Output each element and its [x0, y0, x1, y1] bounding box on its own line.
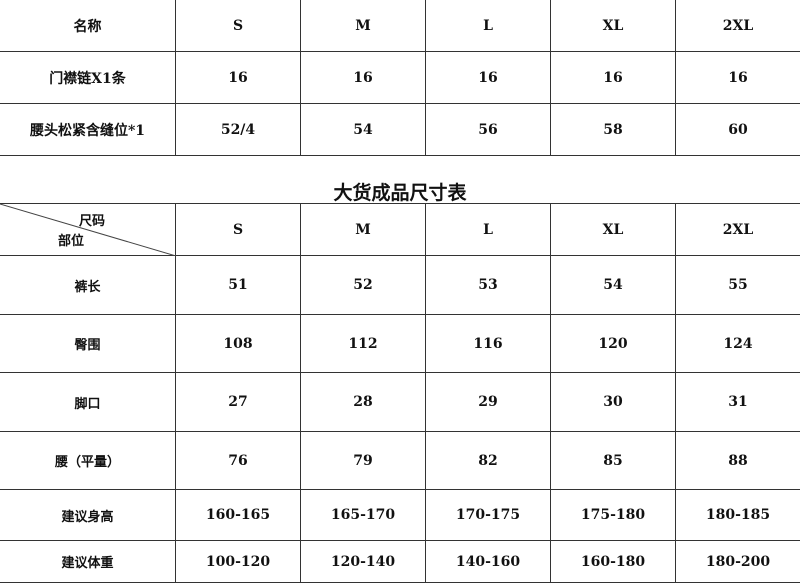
row-label: 脚口 — [0, 373, 176, 432]
value-cell: 170-175 — [426, 490, 551, 541]
size-header: XL — [551, 204, 676, 256]
value-cell: 160-165 — [176, 490, 301, 541]
value-cell: 88 — [676, 432, 800, 490]
value-cell: 52 — [301, 256, 426, 315]
corner-size-label: 尺码 — [79, 210, 105, 229]
size-header: L — [426, 0, 551, 52]
row-label: 建议体重 — [0, 541, 176, 583]
value-cell: 16 — [426, 52, 551, 104]
value-cell: 16 — [176, 52, 301, 104]
value-cell: 76 — [176, 432, 301, 490]
corner-cell: 尺码 部位 — [0, 204, 176, 256]
value-cell: 54 — [301, 104, 426, 156]
value-cell: 60 — [676, 104, 800, 156]
row-label: 裤长 — [0, 256, 176, 315]
value-cell: 140-160 — [426, 541, 551, 583]
row-label: 腰（平量） — [0, 432, 176, 490]
value-cell: 51 — [176, 256, 301, 315]
value-cell: 79 — [301, 432, 426, 490]
corner-part-label: 部位 — [58, 230, 84, 249]
value-cell: 28 — [301, 373, 426, 432]
value-cell: 16 — [551, 52, 676, 104]
value-cell: 55 — [676, 256, 800, 315]
row-label: 腰头松紧含缝位*1 — [0, 104, 176, 156]
value-cell: 85 — [551, 432, 676, 490]
value-cell: 124 — [676, 315, 800, 373]
value-cell: 120 — [551, 315, 676, 373]
value-cell: 108 — [176, 315, 301, 373]
value-cell: 100-120 — [176, 541, 301, 583]
value-cell: 30 — [551, 373, 676, 432]
row-label: 门襟链X1条 — [0, 52, 176, 104]
value-cell: 160-180 — [551, 541, 676, 583]
value-cell: 53 — [426, 256, 551, 315]
size-header: 2XL — [676, 0, 800, 52]
value-cell: 120-140 — [301, 541, 426, 583]
value-cell: 82 — [426, 432, 551, 490]
value-cell: 54 — [551, 256, 676, 315]
value-cell: 27 — [176, 373, 301, 432]
name-header: 名称 — [0, 0, 176, 52]
value-cell: 56 — [426, 104, 551, 156]
value-cell: 180-200 — [676, 541, 800, 583]
value-cell: 58 — [551, 104, 676, 156]
value-cell: 16 — [676, 52, 800, 104]
value-cell: 165-170 — [301, 490, 426, 541]
size-header: M — [301, 204, 426, 256]
size-header: XL — [551, 0, 676, 52]
value-cell: 52/4 — [176, 104, 301, 156]
size-chart-title: 大货成品尺寸表 — [0, 178, 800, 205]
row-label: 臀围 — [0, 315, 176, 373]
value-cell: 112 — [301, 315, 426, 373]
value-cell: 180-185 — [676, 490, 800, 541]
row-label: 建议身高 — [0, 490, 176, 541]
value-cell: 116 — [426, 315, 551, 373]
value-cell: 29 — [426, 373, 551, 432]
value-cell: 31 — [676, 373, 800, 432]
size-header: M — [301, 0, 426, 52]
size-header: S — [176, 0, 301, 52]
size-header: L — [426, 204, 551, 256]
size-header: 2XL — [676, 204, 800, 256]
value-cell: 16 — [301, 52, 426, 104]
size-header: S — [176, 204, 301, 256]
value-cell: 175-180 — [551, 490, 676, 541]
